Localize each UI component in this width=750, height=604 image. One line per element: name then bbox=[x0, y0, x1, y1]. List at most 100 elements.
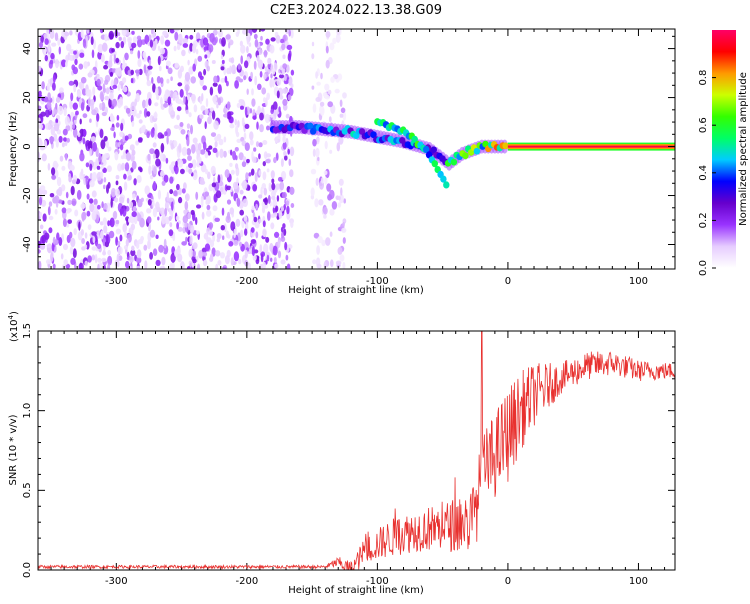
noise-cell bbox=[251, 88, 254, 96]
noise-cell bbox=[244, 228, 248, 236]
noise-cell bbox=[225, 230, 229, 239]
noise-cell bbox=[101, 101, 106, 112]
noise-cell bbox=[65, 60, 68, 68]
noise-cell bbox=[262, 171, 267, 181]
noise-cell bbox=[92, 141, 97, 152]
noise-cell bbox=[73, 83, 77, 93]
noise-cell bbox=[176, 98, 183, 105]
noise-cell bbox=[286, 44, 293, 51]
noise-cell bbox=[42, 213, 47, 222]
noise-cell bbox=[190, 76, 196, 84]
noise-cell bbox=[131, 30, 135, 35]
noise-cell bbox=[205, 168, 208, 175]
noise-cell bbox=[219, 148, 224, 159]
noise-cell bbox=[159, 77, 164, 84]
noise-cell bbox=[179, 88, 184, 98]
noise-cell bbox=[328, 116, 332, 123]
noise-cell bbox=[277, 239, 281, 248]
noise-cell bbox=[190, 124, 193, 135]
noise-cell bbox=[104, 95, 110, 101]
noise-cell bbox=[260, 29, 266, 32]
noise-cell bbox=[213, 120, 219, 130]
noise-cell bbox=[170, 76, 173, 81]
noise-cell bbox=[184, 221, 188, 228]
signal-cell bbox=[450, 158, 458, 166]
noise-cell bbox=[157, 189, 161, 200]
noise-cell bbox=[224, 75, 228, 83]
noise-cell bbox=[142, 51, 147, 59]
noise-cell bbox=[168, 197, 174, 202]
noise-cell bbox=[208, 145, 213, 150]
noise-cell bbox=[86, 193, 90, 200]
noise-cell bbox=[38, 105, 42, 110]
noise-cell bbox=[83, 128, 87, 138]
noise-cell bbox=[206, 65, 210, 72]
noise-cell bbox=[89, 163, 93, 171]
noise-cell bbox=[70, 92, 74, 102]
noise-cell bbox=[223, 223, 227, 233]
noise-cell bbox=[257, 59, 264, 69]
noise-cell bbox=[105, 87, 110, 95]
colorbar-tick-label: 0.2 bbox=[698, 212, 709, 228]
noise-cell bbox=[241, 180, 248, 190]
noise-cell bbox=[327, 194, 333, 201]
noise-cell bbox=[68, 80, 74, 86]
signal-cell bbox=[473, 147, 481, 155]
noise-cell bbox=[317, 156, 320, 162]
noise-cell bbox=[87, 72, 93, 78]
noise-cell bbox=[283, 74, 287, 82]
noise-cell bbox=[136, 35, 142, 40]
noise-cell bbox=[200, 105, 206, 112]
noise-cell bbox=[181, 49, 186, 57]
noise-cell bbox=[109, 217, 115, 228]
noise-cell bbox=[267, 194, 271, 204]
noise-cell bbox=[66, 137, 70, 143]
noise-cell bbox=[101, 164, 104, 170]
noise-cell bbox=[103, 177, 107, 183]
noise-cell bbox=[86, 29, 90, 34]
noise-cell bbox=[290, 203, 295, 208]
noise-cell bbox=[70, 185, 75, 196]
noise-cell bbox=[275, 205, 279, 212]
noise-cell bbox=[238, 99, 244, 104]
noise-cell bbox=[179, 122, 184, 127]
signal-cell bbox=[307, 122, 314, 130]
noise-cell bbox=[59, 155, 64, 162]
noise-cell bbox=[167, 67, 173, 75]
noise-cell bbox=[243, 132, 247, 140]
noise-cell bbox=[230, 57, 235, 64]
colorbar-gradient bbox=[712, 30, 736, 268]
x-tick-label: -200 bbox=[236, 576, 259, 587]
noise-cell bbox=[130, 78, 134, 84]
noise-cell bbox=[63, 243, 68, 251]
noise-cell bbox=[129, 144, 135, 151]
noise-cell bbox=[147, 91, 152, 101]
noise-cell bbox=[202, 259, 208, 267]
noise-cell bbox=[265, 236, 270, 243]
noise-cell bbox=[38, 249, 41, 254]
noise-cell bbox=[84, 260, 88, 267]
noise-cell bbox=[230, 169, 235, 175]
noise-cell bbox=[80, 168, 84, 177]
noise-cell bbox=[188, 248, 194, 258]
noise-cell bbox=[324, 177, 328, 185]
noise-cell bbox=[39, 41, 43, 49]
noise-cell bbox=[277, 250, 282, 259]
noise-cell bbox=[342, 261, 346, 269]
noise-cell bbox=[311, 53, 315, 60]
noise-cell bbox=[148, 165, 152, 175]
noise-cell bbox=[177, 33, 183, 44]
noise-cell bbox=[316, 245, 320, 255]
noise-cell bbox=[278, 74, 285, 79]
noise-cell bbox=[279, 181, 285, 191]
noise-cell bbox=[108, 98, 112, 108]
noise-cell bbox=[115, 180, 119, 186]
noise-cell bbox=[151, 29, 154, 34]
noise-cell bbox=[80, 29, 84, 38]
noise-cell bbox=[155, 86, 159, 97]
noise-cell bbox=[340, 187, 343, 196]
noise-cell bbox=[100, 230, 104, 240]
noise-cell bbox=[187, 212, 192, 220]
noise-cell bbox=[144, 260, 148, 269]
noise-cell bbox=[112, 84, 118, 89]
